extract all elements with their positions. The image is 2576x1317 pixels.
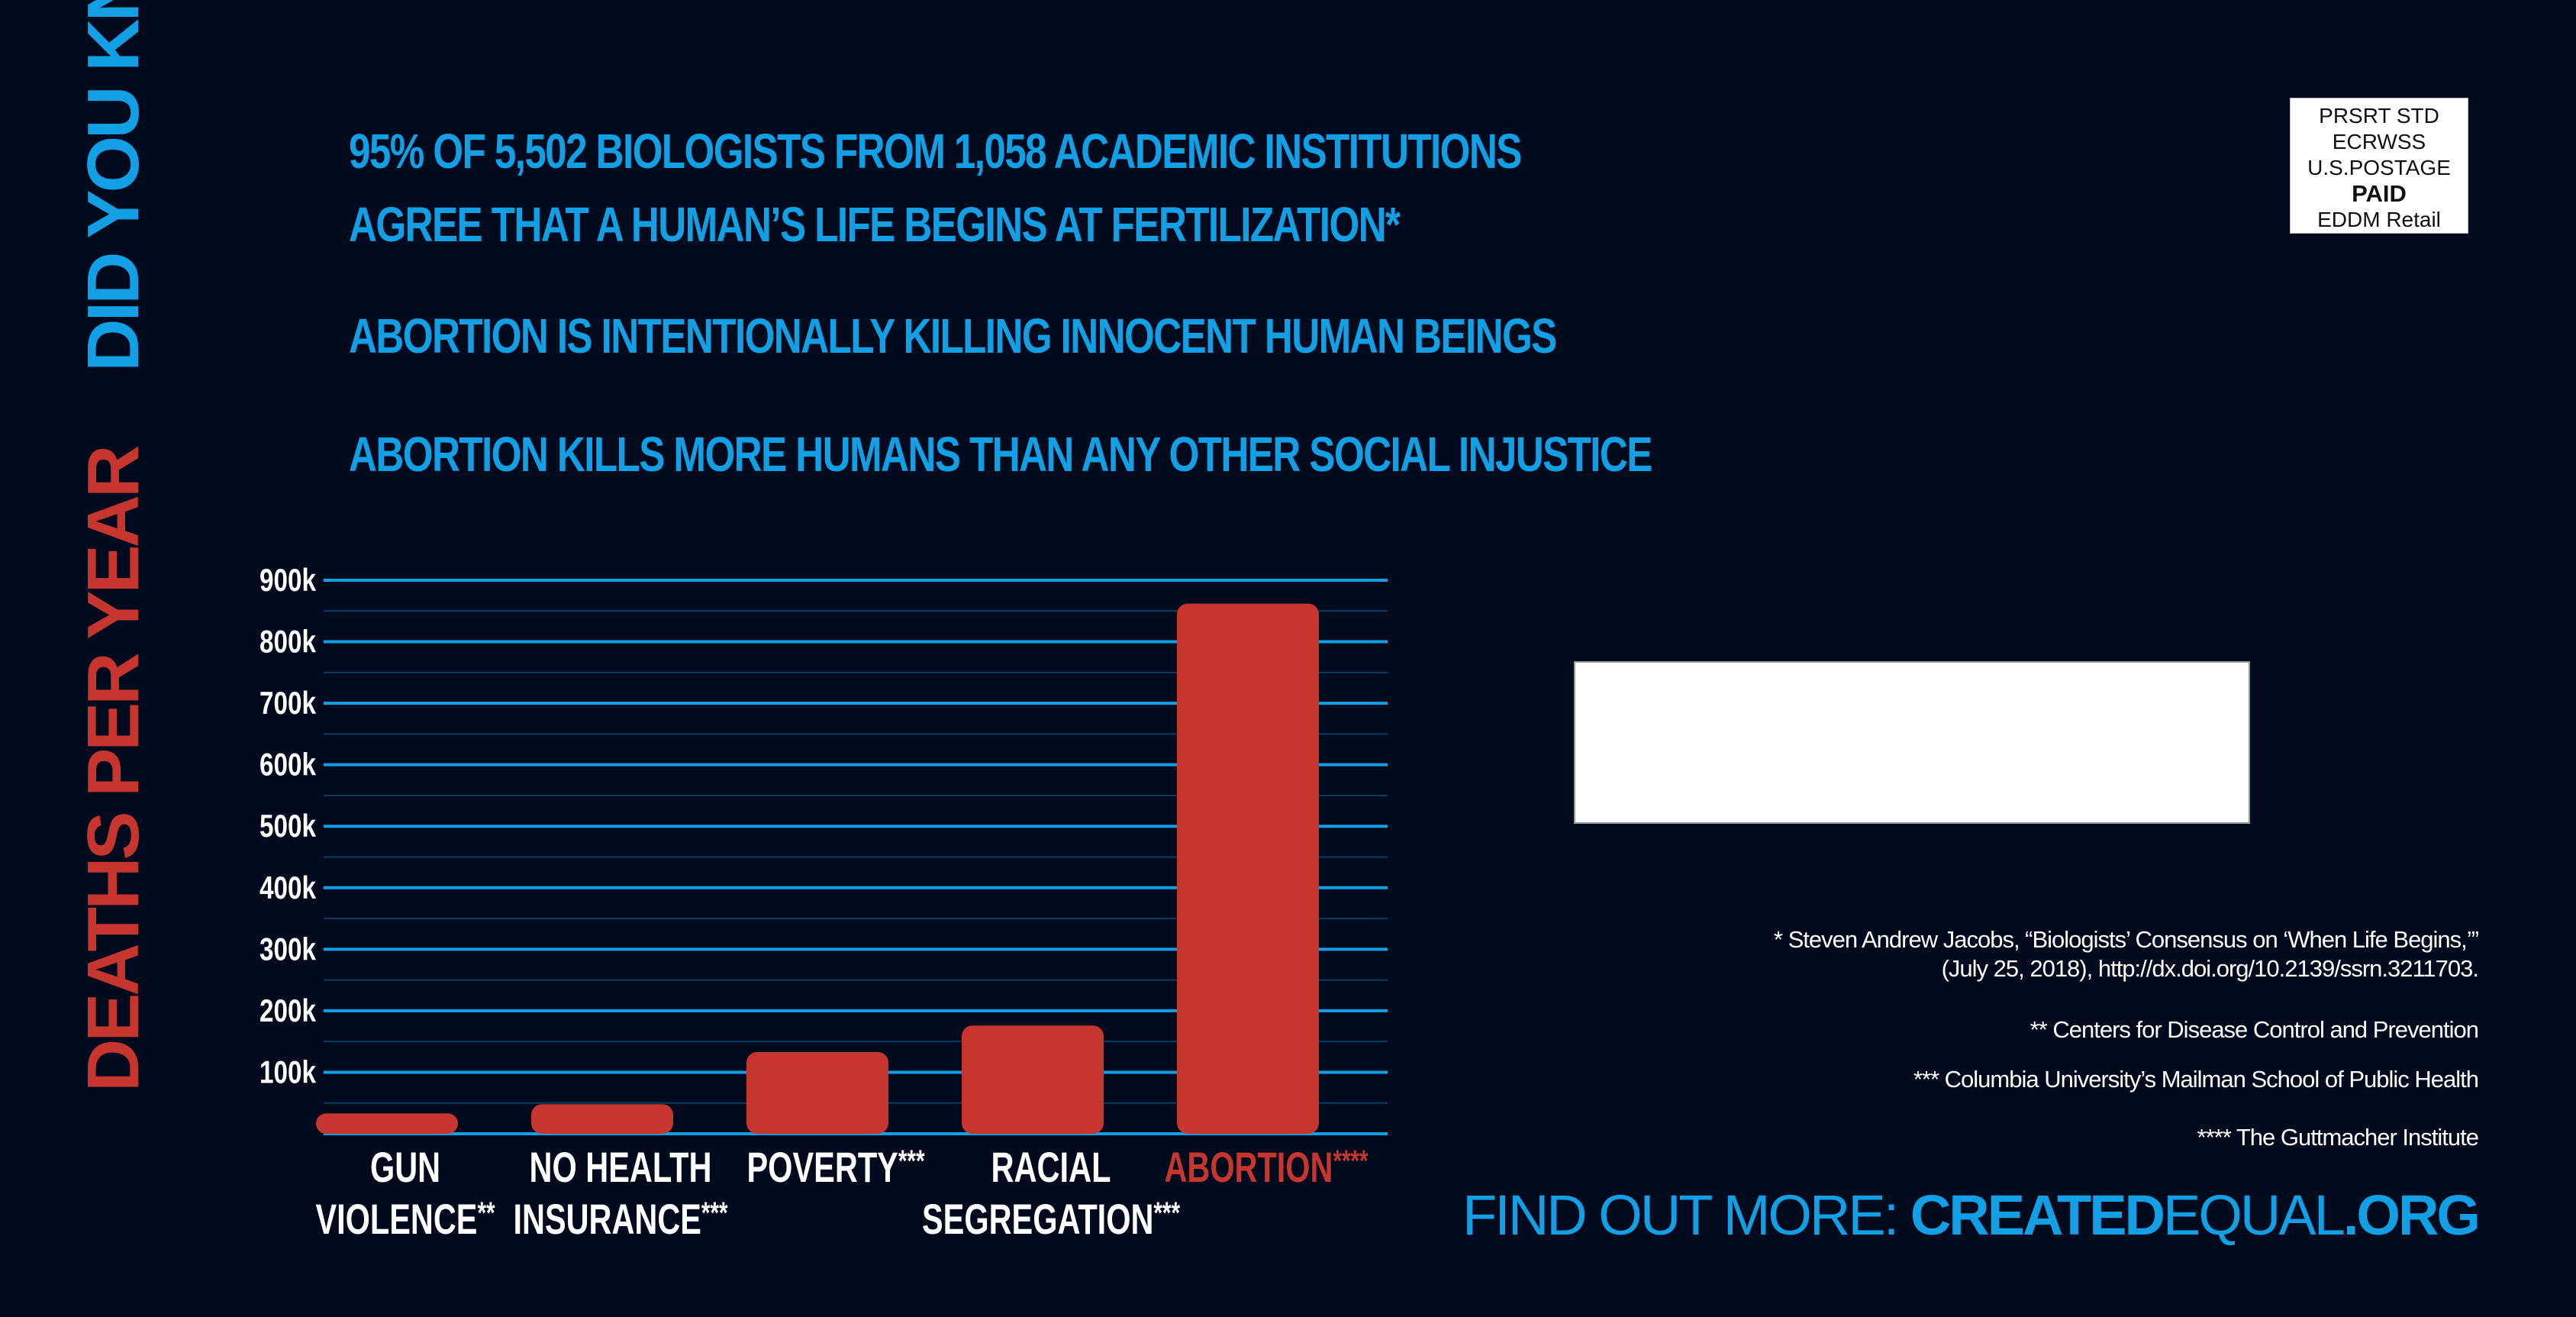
bar [962, 1025, 1104, 1134]
postage-line-3: U.S.POSTAGE [2307, 156, 2451, 179]
postage-paid: PAID [2352, 180, 2407, 207]
call-to-action: FIND OUT MORE: CREATEDEQUAL.ORG [1462, 1181, 2481, 1250]
y-tick-label: 900k [260, 562, 317, 598]
x-category-label: RACIAL [991, 1143, 1111, 1191]
x-category-label: INSURANCE*** [514, 1195, 728, 1243]
y-tick-label: 800k [260, 624, 317, 660]
footnote-1-line-2: (July 25, 2018), http://dx.doi.org/10.21… [1941, 955, 2479, 982]
chart-y-ticks: 100k 200k 300k 400k 500k 600k 700k 800k 900k [260, 562, 317, 1089]
cta-url-created[interactable]: CREATED [1910, 1183, 2165, 1247]
bar [531, 1104, 673, 1134]
y-tick-label: 300k [260, 931, 317, 967]
footnote-3: *** Columbia University’s Mailman School… [1913, 1066, 2479, 1093]
y-tick-label: 500k [260, 808, 317, 844]
chart-grid [324, 579, 1388, 1135]
postage-line-2: ECRWSS [2332, 130, 2426, 153]
footnote-1-line-1: * Steven Andrew Jacobs, “Biologists’ Con… [1773, 926, 2479, 953]
x-category-label: VIOLENCE** [316, 1195, 495, 1243]
x-category-label: ABORTION**** [1165, 1143, 1369, 1191]
footnote-1: * Steven Andrew Jacobs, “Biologists’ Con… [1773, 925, 2479, 983]
deaths-per-year-label: DEATHS PER YEAR [73, 447, 154, 1092]
postage-line-5: EDDM Retail [2317, 208, 2441, 231]
bar [746, 1051, 888, 1134]
headline-social-injustice: ABORTION KILLS MORE HUMANS THAN ANY OTHE… [349, 427, 1652, 482]
postage-indicia: PRSRT STD ECRWSS U.S.POSTAGE PAID EDDM R… [2290, 98, 2468, 234]
y-tick-label: 200k [260, 993, 317, 1028]
address-window [1574, 661, 2250, 824]
cta-lead: FIND OUT MORE: [1462, 1183, 1910, 1247]
x-category-label: SEGREGATION*** [922, 1195, 1180, 1243]
x-category-label: POVERTY*** [747, 1143, 925, 1191]
footnote-2: ** Centers for Disease Control and Preve… [2030, 1016, 2479, 1043]
did-you-know-label: DID YOU KNOW? [73, 0, 154, 372]
bar [316, 1113, 458, 1134]
y-tick-label: 400k [260, 870, 317, 905]
y-tick-label: 600k [260, 747, 317, 783]
chart-bars [316, 603, 1319, 1134]
cta-url-org[interactable]: .ORG [2342, 1183, 2481, 1247]
postage-line-1: PRSRT STD [2319, 104, 2439, 128]
headline-killing: ABORTION IS INTENTIONALLY KILLING INNOCE… [349, 308, 1557, 363]
x-category-label: GUN [370, 1143, 440, 1191]
y-tick-label: 700k [260, 685, 317, 721]
side-title: DEATHS PER YEAR DID YOU KNOW? [68, 0, 160, 1092]
headline-biologists-line-2: AGREE THAT A HUMAN’S LIFE BEGINS AT FERT… [349, 197, 1401, 252]
cta-url-equal[interactable]: EQUAL [2163, 1183, 2345, 1247]
footnote-4: **** The Guttmacher Institute [2197, 1124, 2479, 1151]
headline-biologists: 95% OF 5,502 BIOLOGISTS FROM 1,058 ACADE… [349, 115, 1522, 261]
y-tick-label: 100k [260, 1054, 317, 1089]
x-category-label: NO HEALTH [530, 1143, 712, 1191]
bar [1177, 603, 1319, 1134]
headline-biologists-line-1: 95% OF 5,502 BIOLOGISTS FROM 1,058 ACADE… [349, 124, 1522, 179]
